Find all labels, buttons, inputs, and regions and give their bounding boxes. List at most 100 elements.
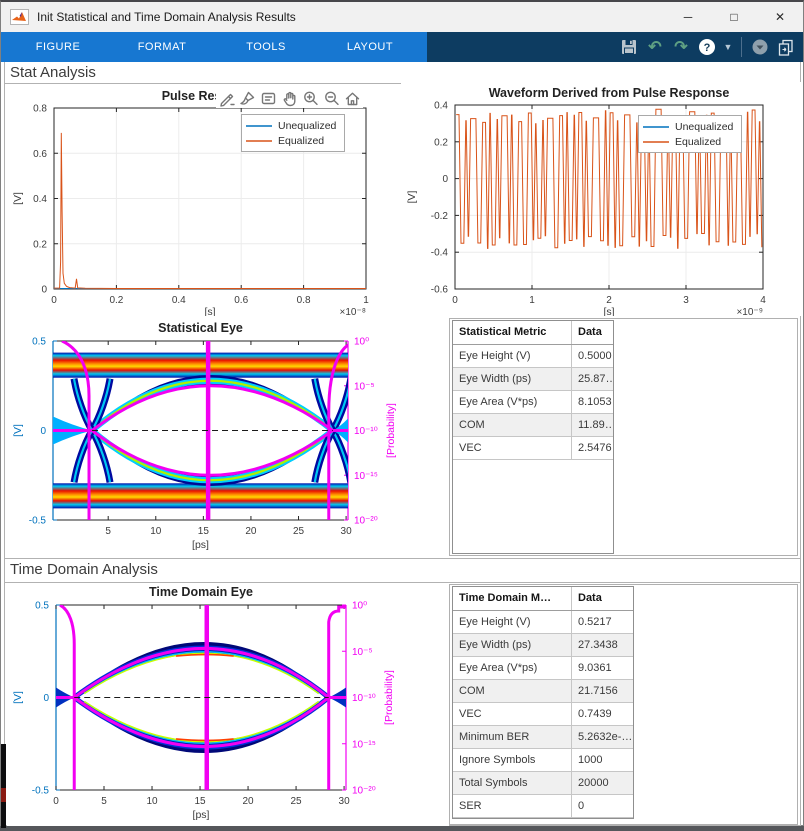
time-domain-eye-axes[interactable]: 0510152025300.50-0.510⁰10⁻⁵10⁻¹⁰10⁻¹⁵10⁻…	[7, 584, 449, 826]
help-icon[interactable]: ?	[694, 32, 720, 62]
save-icon[interactable]	[616, 32, 642, 62]
pulse-legend[interactable]: UnequalizedEqualized	[241, 114, 345, 152]
table-cell[interactable]: 0	[572, 795, 633, 817]
legend-entry[interactable]: Unequalized	[643, 119, 733, 134]
table-cell[interactable]: 27.3438	[572, 634, 633, 656]
restore-view-icon[interactable]	[342, 89, 363, 108]
pulse-response-axes[interactable]: 00.20.40.60.8100.20.40.60.8Pulse Respons…	[7, 86, 403, 316]
table-row[interactable]: Ignore Symbols1000	[453, 749, 633, 772]
copy-figure-icon[interactable]	[773, 32, 799, 62]
legend-entry[interactable]: Equalized	[246, 133, 336, 148]
table-cell[interactable]: Total Symbols	[453, 772, 572, 794]
brush-icon[interactable]	[237, 89, 258, 108]
undo-icon[interactable]: ↶	[642, 32, 668, 62]
close-button[interactable]: ✕	[757, 2, 803, 32]
svg-text:0: 0	[43, 693, 49, 704]
svg-text:0.2: 0.2	[109, 295, 123, 306]
legend-entry[interactable]: Unequalized	[246, 118, 336, 133]
waveform-axes[interactable]: 01234-0.6-0.4-0.200.20.4Waveform Derived…	[401, 82, 801, 316]
export-icon[interactable]	[216, 89, 237, 108]
svg-text:×10⁻⁸: ×10⁻⁸	[340, 307, 366, 316]
maximize-button[interactable]: □	[711, 2, 757, 32]
table-cell[interactable]: VEC	[453, 437, 572, 459]
table-cell: Data	[572, 321, 613, 344]
table-cell[interactable]: 2.5476	[572, 437, 613, 459]
table-cell[interactable]: VEC	[453, 703, 572, 725]
table-cell[interactable]: Eye Height (V)	[453, 611, 572, 633]
pan-icon[interactable]	[279, 89, 300, 108]
table-cell[interactable]: 0.5217	[572, 611, 633, 633]
table-row[interactable]: Eye Height (V)0.5000	[453, 345, 613, 368]
svg-text:?: ?	[704, 42, 711, 54]
svg-text:Statistical Eye: Statistical Eye	[158, 321, 243, 335]
table-cell[interactable]: Eye Width (ps)	[453, 634, 572, 656]
overflow-dropdown-icon[interactable]	[747, 32, 773, 62]
table-cell[interactable]: 21.7156	[572, 680, 633, 702]
time-domain-metric-table[interactable]: Time Domain M…DataEye Height (V)0.5217Ey…	[452, 586, 634, 819]
svg-text:5: 5	[101, 796, 107, 807]
ribbon-tab-tools[interactable]: TOOLS	[214, 32, 318, 62]
table-row[interactable]: COM11.89…	[453, 414, 613, 437]
svg-text:0: 0	[41, 285, 47, 296]
table-cell[interactable]: Minimum BER	[453, 726, 572, 748]
svg-text:25: 25	[293, 526, 305, 537]
table-row[interactable]: Eye Width (ps)25.87…	[453, 368, 613, 391]
table-row[interactable]: VEC0.7439	[453, 703, 633, 726]
time-section-divider-bottom	[5, 582, 800, 583]
ribbon-tab-figure[interactable]: FIGURE	[6, 32, 110, 62]
svg-text:10⁻¹⁵: 10⁻¹⁵	[354, 471, 378, 482]
table-cell[interactable]: Ignore Symbols	[453, 749, 572, 771]
svg-text:10⁻²⁰: 10⁻²⁰	[354, 516, 378, 527]
legend-entry[interactable]: Equalized	[643, 134, 733, 149]
svg-text:10: 10	[150, 526, 162, 537]
table-cell[interactable]: 5.2632e-…	[572, 726, 633, 748]
svg-text:1: 1	[363, 295, 369, 306]
statistical-eye-axes[interactable]: 510152025300.50-0.510⁰10⁻⁵10⁻¹⁰10⁻¹⁵10⁻²…	[7, 318, 449, 558]
table-cell[interactable]: 1000	[572, 749, 633, 771]
zoom-in-icon[interactable]	[300, 89, 321, 108]
series-equalized[interactable]	[54, 133, 366, 289]
help-dropdown-icon[interactable]: ▼	[720, 32, 736, 62]
table-row[interactable]: Total Symbols20000	[453, 772, 633, 795]
redo-icon[interactable]: ↷	[668, 32, 694, 62]
table-header-row: Statistical MetricData	[453, 321, 613, 345]
background-window-edge-red	[1, 788, 6, 802]
table-row[interactable]: Minimum BER5.2632e-…	[453, 726, 633, 749]
table-row[interactable]: Eye Area (V*ps)9.0361	[453, 657, 633, 680]
table-cell[interactable]: Eye Area (V*ps)	[453, 657, 572, 679]
table-cell[interactable]: 0.5000	[572, 345, 613, 367]
datatips-icon[interactable]	[258, 89, 279, 108]
pulse-series	[54, 133, 366, 289]
table-cell[interactable]: SER	[453, 795, 572, 817]
waveform-legend[interactable]: UnequalizedEqualized	[638, 115, 742, 153]
statistical-metric-table[interactable]: Statistical MetricDataEye Height (V)0.50…	[452, 320, 614, 554]
table-row[interactable]: COM21.7156	[453, 680, 633, 703]
table-cell[interactable]: 25.87…	[572, 368, 613, 390]
table-row[interactable]: SER0	[453, 795, 633, 818]
table-cell[interactable]: Eye Width (ps)	[453, 368, 572, 390]
table-cell[interactable]: 20000	[572, 772, 633, 794]
ribbon-tab-format[interactable]: FORMAT	[110, 32, 214, 62]
minimize-button[interactable]: ─	[665, 2, 711, 32]
table-cell[interactable]: COM	[453, 680, 572, 702]
svg-text:30: 30	[341, 526, 353, 537]
svg-text:Waveform Derived from Pulse Re: Waveform Derived from Pulse Response	[489, 86, 730, 100]
matlab-logo-icon	[10, 9, 29, 25]
table-cell[interactable]: 11.89…	[572, 414, 613, 436]
table-cell[interactable]: Eye Area (V*ps)	[453, 391, 572, 413]
table-cell[interactable]: COM	[453, 414, 572, 436]
table-row[interactable]: Eye Width (ps)27.3438	[453, 634, 633, 657]
table-row[interactable]: VEC2.5476	[453, 437, 613, 460]
table-cell[interactable]: 0.7439	[572, 703, 633, 725]
table-cell[interactable]: Eye Height (V)	[453, 345, 572, 367]
table-cell[interactable]: 9.0361	[572, 657, 633, 679]
time-domain-eye-plot: 0510152025300.50-0.510⁰10⁻⁵10⁻¹⁰10⁻¹⁵10⁻…	[7, 584, 449, 826]
table-row[interactable]: Eye Height (V)0.5217	[453, 611, 633, 634]
table-row[interactable]: Eye Area (V*ps)8.1053	[453, 391, 613, 414]
eye-contour-upper	[74, 648, 328, 697]
toolstrip-tabs: FIGUREFORMATTOOLSLAYOUT	[1, 32, 427, 62]
table-cell[interactable]: 8.1053	[572, 391, 613, 413]
svg-text:10⁰: 10⁰	[352, 601, 367, 612]
zoom-out-icon[interactable]	[321, 89, 342, 108]
ribbon-tab-layout[interactable]: LAYOUT	[318, 32, 422, 62]
